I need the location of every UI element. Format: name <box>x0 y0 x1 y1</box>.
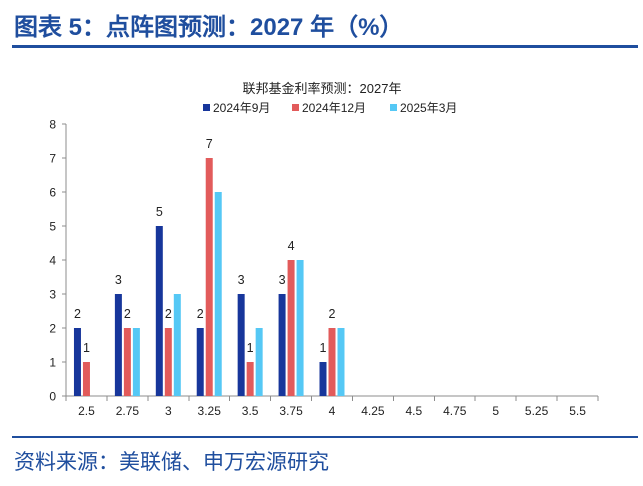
data-label-series-1: 3 <box>115 273 122 287</box>
bar-series-2 <box>246 362 254 396</box>
chart-title: 联邦基金利率预测：2027年 <box>243 81 402 96</box>
data-label-series-1: 2 <box>74 307 81 321</box>
data-label-series-2: 7 <box>206 137 213 151</box>
legend-marker-series-1 <box>203 104 210 111</box>
bar-series-1 <box>155 226 163 396</box>
legend-label-series-1: 2024年9月 <box>213 101 270 115</box>
bar-series-3 <box>173 294 181 396</box>
y-tick-label: 4 <box>49 254 56 268</box>
bar-series-3 <box>296 260 304 396</box>
data-label-series-1: 3 <box>279 273 286 287</box>
x-tick-label: 3 <box>165 404 172 418</box>
y-tick-label: 1 <box>49 356 56 370</box>
data-label-series-2: 2 <box>165 307 172 321</box>
bar-series-2 <box>164 328 172 396</box>
title-underline <box>12 45 638 48</box>
x-tick-label: 5.5 <box>569 404 586 418</box>
bar-series-3 <box>214 192 222 396</box>
bar-series-2 <box>123 328 131 396</box>
legend-marker-series-2 <box>292 104 299 111</box>
bar-series-1 <box>196 328 204 396</box>
bar-series-1 <box>319 362 327 396</box>
x-tick-label: 4.75 <box>443 404 467 418</box>
x-tick-label: 4 <box>329 404 336 418</box>
bar-series-2 <box>328 328 336 396</box>
data-label-series-2: 1 <box>83 341 90 355</box>
figure-title: 图表 5：点阵图预测：2027 年（%） <box>14 14 404 41</box>
y-tick-label: 6 <box>49 186 56 200</box>
y-tick-label: 8 <box>49 118 56 132</box>
x-tick-label: 4.5 <box>406 404 423 418</box>
bar-series-2 <box>82 362 90 396</box>
y-tick-label: 2 <box>49 322 56 336</box>
bar-series-1 <box>237 294 245 396</box>
legend-marker-series-3 <box>390 104 397 111</box>
source-note: 资料来源：美联储、申万宏源研究 <box>14 451 329 474</box>
data-label-series-2: 2 <box>329 307 336 321</box>
y-tick-label: 7 <box>49 152 56 166</box>
legend: 2024年9月 2024年12月 2025年3月 <box>203 101 457 115</box>
data-label-series-1: 5 <box>156 205 163 219</box>
x-tick-label: 3.25 <box>198 404 222 418</box>
bar-series-3 <box>132 328 140 396</box>
data-label-series-2: 1 <box>247 341 254 355</box>
data-label-series-2: 2 <box>124 307 131 321</box>
source-rule <box>12 436 638 438</box>
bar-series-1 <box>114 294 122 396</box>
x-tick-label: 2.75 <box>116 404 140 418</box>
y-tick-label: 3 <box>49 288 56 302</box>
data-label-series-1: 3 <box>238 273 245 287</box>
x-tick-label: 4.25 <box>361 404 385 418</box>
x-tick-label: 3.5 <box>242 404 259 418</box>
data-labels: 2 3 5 2 3 3 1 1 2 2 7 1 4 2 <box>74 137 336 355</box>
bar-series-2 <box>287 260 295 396</box>
y-tick-label: 5 <box>49 220 56 234</box>
data-label-series-2: 4 <box>288 239 295 253</box>
bar-series-1 <box>73 328 81 396</box>
x-tick-label: 2.5 <box>78 404 95 418</box>
data-label-series-1: 1 <box>320 341 327 355</box>
bar-series-1 <box>278 294 286 396</box>
bar-series-3 <box>255 328 263 396</box>
bar-series-3 <box>337 328 345 396</box>
legend-label-series-2: 2024年12月 <box>302 101 366 115</box>
bar-series-2 <box>205 158 213 396</box>
bars <box>73 158 345 396</box>
x-tick-label: 5.25 <box>525 404 549 418</box>
y-tick-label: 0 <box>49 390 56 404</box>
x-tick-label: 5 <box>492 404 499 418</box>
legend-label-series-3: 2025年3月 <box>400 101 457 115</box>
x-tick-label: 3.75 <box>279 404 303 418</box>
data-label-series-1: 2 <box>197 307 204 321</box>
axes: 0 1 2 3 4 5 6 7 8 2.5 2.75 3 3.25 3.5 3.75 4 4.25 4.5 4.75… <box>49 118 599 418</box>
